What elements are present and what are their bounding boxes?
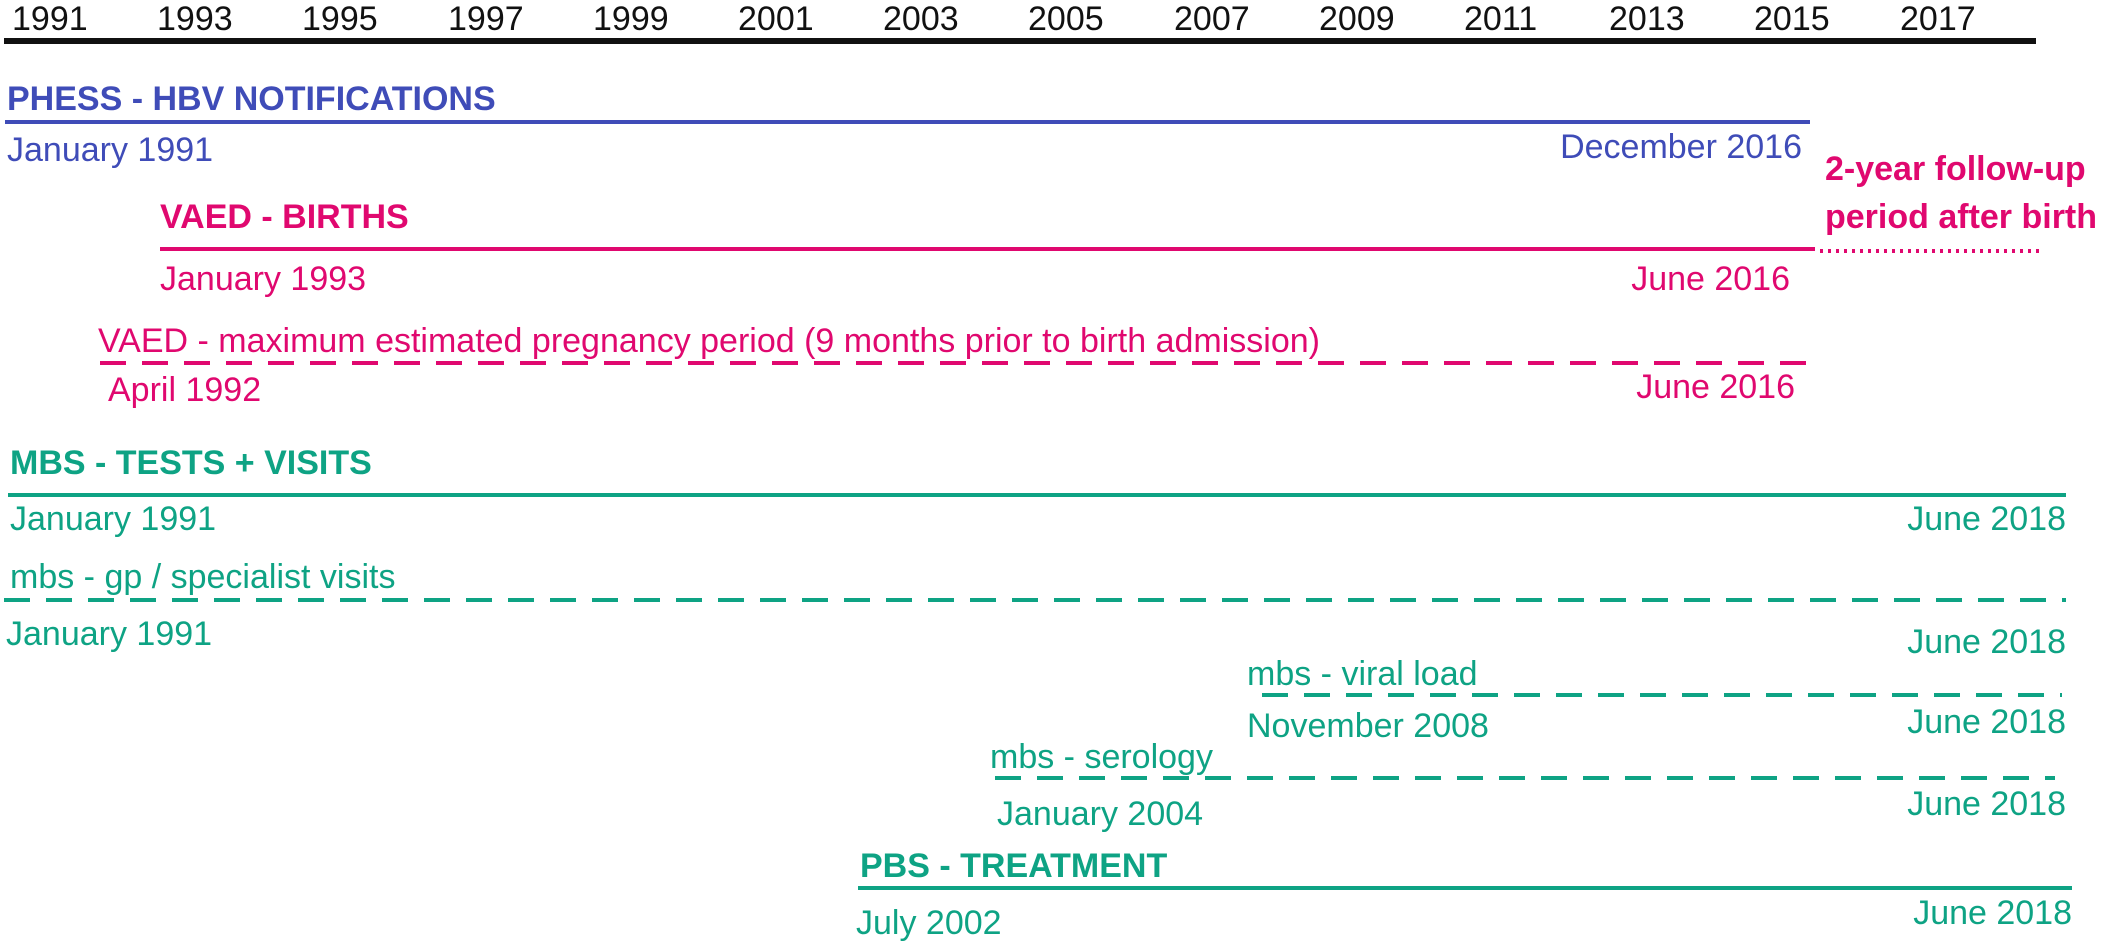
vaed-births-end-label: June 2016 xyxy=(1631,260,1790,298)
mbs-serology-label: mbs - serology xyxy=(990,738,1213,776)
vaed-pregnancy-label: VAED - maximum estimated pregnancy perio… xyxy=(98,322,1320,360)
vaed-births-title: VAED - BIRTHS xyxy=(160,198,409,236)
year-label-1997: 1997 xyxy=(448,0,524,38)
mbs-viral-start-label: November 2008 xyxy=(1247,707,1489,745)
vaed-births-start-label: January 1993 xyxy=(160,260,367,298)
year-label-2017: 2017 xyxy=(1900,0,1976,38)
year-label-1993: 1993 xyxy=(157,0,233,38)
mbs-serology-end-label: June 2018 xyxy=(1907,785,2066,823)
year-label-1999: 1999 xyxy=(593,0,669,38)
mbs-gp-start-label: January 1991 xyxy=(6,615,213,653)
mbs-serology-start-label: January 2004 xyxy=(997,795,1204,833)
year-label-2009: 2009 xyxy=(1319,0,1395,38)
year-label-2015: 2015 xyxy=(1754,0,1830,38)
year-label-2011: 2011 xyxy=(1464,0,1538,38)
mbs-gp-end-label: June 2018 xyxy=(1907,623,2066,661)
mbs-start-label: January 1991 xyxy=(10,500,217,538)
phess-title: PHESS - HBV NOTIFICATIONS xyxy=(7,80,496,118)
phess-start-label: January 1991 xyxy=(7,131,214,169)
mbs-viral-label: mbs - viral load xyxy=(1247,655,1478,693)
mbs-end-label: June 2018 xyxy=(1907,500,2066,538)
year-label-2007: 2007 xyxy=(1174,0,1250,38)
vaed-pregnancy-start-label: April 1992 xyxy=(108,371,262,409)
vaed-pregnancy-end-label: June 2016 xyxy=(1636,368,1795,406)
vaed-followup-label-line1: 2-year follow-up xyxy=(1825,150,2086,188)
pbs-end-label: June 2018 xyxy=(1913,894,2072,932)
year-label-1991: 1991 xyxy=(12,0,88,38)
mbs-gp-label: mbs - gp / specialist visits xyxy=(10,558,396,596)
year-label-2005: 2005 xyxy=(1028,0,1104,38)
pbs-title: PBS - TREATMENT xyxy=(860,847,1168,885)
vaed-followup-label-line2: period after birth xyxy=(1825,198,2098,236)
year-label-1995: 1995 xyxy=(302,0,378,38)
mbs-title: MBS - TESTS + VISITS xyxy=(10,444,372,482)
phess-end-label: December 2016 xyxy=(1560,128,1802,166)
mbs-viral-end-label: June 2018 xyxy=(1907,703,2066,741)
year-label-2001: 2001 xyxy=(738,0,814,38)
year-label-2003: 2003 xyxy=(883,0,959,38)
year-label-2013: 2013 xyxy=(1609,0,1685,38)
pbs-start-label: July 2002 xyxy=(856,904,1002,942)
